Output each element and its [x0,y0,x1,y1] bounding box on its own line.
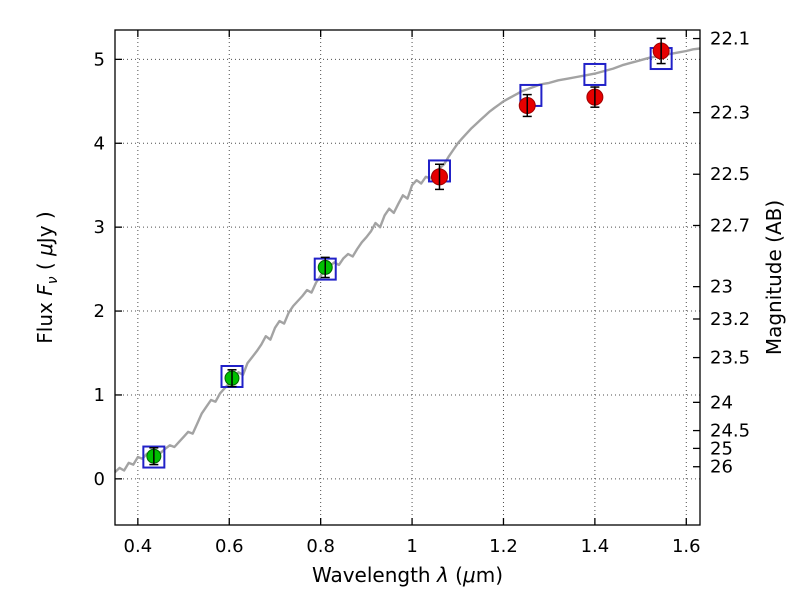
y-tick-label-left: 2 [94,301,105,322]
x-axis-label: Wavelength λ (μm) [312,563,503,587]
model-spectrum-line [114,47,701,473]
grid [115,30,700,525]
y-tick-label-right: 22.7 [710,215,750,236]
y-tick-label-right: 26 [710,457,733,478]
model-photometry-squares [142,47,673,469]
tick-labels: 0.4 0.6 0.8 1 1.2 1.4 1.601234522.122.322.522.… [94,29,751,557]
y-tick-label-left: 0 [94,469,105,490]
error-bars-red [434,37,666,191]
y-tick-label-left: 3 [94,217,105,238]
y-tick-label-right: 24.5 [710,421,750,442]
x-tick-label: 1.6 [672,536,701,557]
y-tick-label-right: 25 [710,438,733,459]
x-tick-label: 0.4 [124,536,153,557]
x-tick-label: 1.2 [489,536,518,557]
error-bars-green [149,256,330,466]
x-tick-label: 1 [406,536,417,557]
x-tick-label: 0.8 [306,536,335,557]
y-tick-label-right: 23 [710,277,733,298]
tick-marks [115,30,700,525]
y-axis-label-right: Magnitude (AB) [762,200,786,355]
plot-border [114,29,701,526]
model-photometry-point [583,62,607,86]
y-tick-label-right: 24 [710,392,733,413]
y-tick-label-left: 4 [94,133,105,154]
y-tick-label-right: 22.1 [710,29,750,50]
model-photometry-point [142,445,166,469]
y-tick-label-right: 22.3 [710,103,750,124]
observed-points-red [430,42,670,186]
x-tick-label: 0.6 [215,536,244,557]
y-tick-label-left: 5 [94,49,105,70]
y-tick-label-right: 22.5 [710,164,750,185]
y-tick-label-left: 1 [94,385,105,406]
x-tick-label: 1.4 [581,536,610,557]
observed-points-green [146,259,333,464]
y-tick-label-right: 23.2 [710,309,750,330]
y-tick-label-right: 23.5 [710,348,750,369]
y-axis-label-left: Flux Fν ( μJy ) [33,211,61,343]
